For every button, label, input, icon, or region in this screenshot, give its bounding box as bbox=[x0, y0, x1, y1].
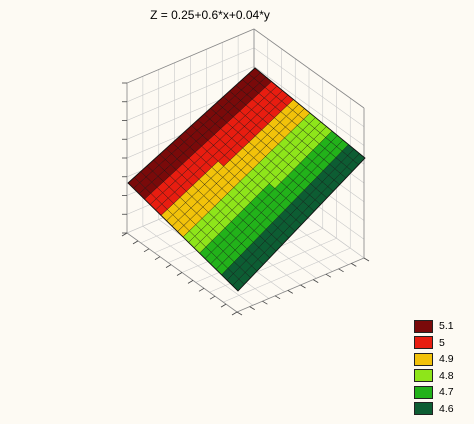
legend-label: 4.8 bbox=[439, 369, 454, 382]
axis-tick bbox=[198, 287, 205, 292]
legend-label: 4.9 bbox=[439, 353, 454, 366]
legend-label: 5.1 bbox=[439, 320, 454, 333]
axis-tick bbox=[312, 279, 319, 283]
legend-label: 5 bbox=[439, 336, 445, 349]
legend-item: 4.8 bbox=[414, 368, 454, 385]
axis-tick bbox=[121, 232, 128, 237]
axis-tick bbox=[231, 311, 238, 316]
axis-tick bbox=[351, 263, 357, 267]
legend-item: 4.6 bbox=[414, 401, 454, 418]
axis-tick bbox=[209, 295, 216, 300]
axis-tick bbox=[236, 311, 243, 316]
chart-title: Z = 0.25+0.6*x+0.04*y bbox=[150, 8, 270, 22]
axis-tick bbox=[287, 290, 294, 294]
legend-item: 4.9 bbox=[414, 351, 454, 368]
axis-tick bbox=[165, 264, 172, 268]
axis-tick bbox=[363, 257, 370, 262]
legend-swatch bbox=[414, 369, 433, 383]
legend-item: 5.1 bbox=[414, 318, 454, 335]
legend-label: 4.7 bbox=[439, 386, 454, 399]
axis-tick bbox=[249, 306, 255, 310]
legend-swatch bbox=[414, 402, 433, 416]
axis-tick bbox=[132, 240, 139, 245]
legend-swatch bbox=[414, 352, 433, 366]
axis-tick bbox=[154, 256, 161, 261]
axis-tick bbox=[187, 280, 194, 284]
legend-item: 4.7 bbox=[414, 384, 454, 401]
axis-tick bbox=[220, 303, 227, 308]
axis-tick bbox=[325, 273, 332, 278]
legend-swatch bbox=[414, 319, 433, 333]
axis-tick bbox=[143, 248, 150, 253]
legend-swatch bbox=[414, 385, 433, 399]
axis-tick bbox=[300, 284, 306, 289]
legend-label: 4.6 bbox=[439, 402, 454, 415]
legend-swatch bbox=[414, 336, 433, 350]
legend-item: 5 bbox=[414, 335, 454, 352]
axis-tick bbox=[338, 268, 344, 273]
axis-tick bbox=[262, 300, 268, 305]
axis-tick bbox=[274, 295, 281, 300]
legend: 5.1 5 4.9 4.8 4.7 4.6 bbox=[414, 318, 454, 417]
axis-tick bbox=[176, 272, 183, 276]
grid-line bbox=[223, 247, 351, 303]
surface-outline bbox=[127, 67, 366, 292]
